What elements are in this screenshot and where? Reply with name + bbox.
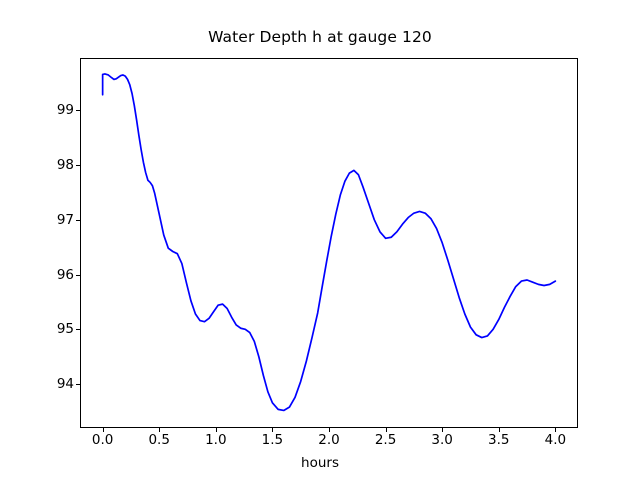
x-tick-mark: [329, 428, 330, 432]
y-tick-text: 94: [56, 376, 74, 393]
x-tick-label: 2.5: [374, 432, 397, 448]
y-tick-mark: [76, 275, 80, 276]
y-tick-label: 98: [34, 158, 74, 172]
y-tick-mark: [76, 165, 80, 166]
y-tick-mark: [76, 384, 80, 385]
x-tick-label: 2.0: [318, 432, 340, 448]
x-tick-label: 4.0: [544, 432, 567, 448]
y-tick-label: 94: [34, 377, 74, 391]
x-tick-label: 1.0: [205, 432, 227, 448]
y-tick-text: 99: [56, 102, 74, 119]
y-tick-text: 97: [56, 211, 74, 228]
x-axis-label: hours: [301, 455, 339, 471]
y-tick-mark: [76, 220, 80, 221]
x-tick-mark: [499, 428, 500, 432]
y-tick-label: 96: [34, 268, 74, 282]
x-tick-label: 0.5: [148, 432, 170, 448]
y-tick-label: 95: [34, 322, 74, 336]
x-tick-mark: [272, 428, 273, 432]
x-tick-mark: [103, 428, 104, 432]
chart-title: Water Depth h at gauge 120: [208, 28, 432, 46]
x-tick-mark: [386, 428, 387, 432]
x-tick-label: 3.0: [431, 432, 453, 448]
x-tick-mark: [442, 428, 443, 432]
x-tick-label: 1.5: [261, 432, 284, 448]
x-tick-mark: [216, 428, 217, 432]
y-tick-text: 96: [56, 266, 74, 283]
y-tick-label: 99: [34, 103, 74, 117]
y-tick-label: 97: [34, 213, 74, 227]
x-tick-label: 3.5: [488, 432, 510, 448]
axes-frame: [80, 58, 578, 428]
y-tick-text: 95: [56, 321, 74, 338]
y-tick-mark: [76, 110, 80, 111]
y-tick-text: 98: [56, 156, 74, 173]
x-tick-mark: [159, 428, 160, 432]
x-tick-mark: [555, 428, 556, 432]
data-series-line: [101, 73, 557, 412]
plot-area: [101, 73, 557, 412]
y-tick-mark: [76, 329, 80, 330]
x-tick-label: 0.0: [91, 432, 114, 448]
